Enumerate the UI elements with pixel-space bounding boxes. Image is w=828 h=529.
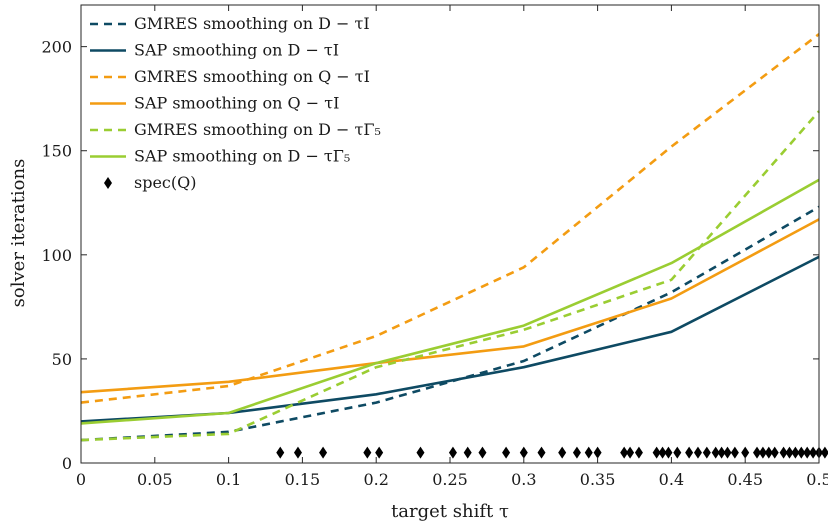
spec-diamond-marker: [626, 446, 635, 459]
spec-diamond-marker: [791, 446, 800, 459]
x-tick-label: 0.3: [511, 470, 536, 489]
spec-diamond-marker: [319, 446, 328, 459]
legend-label: SAP smoothing on D − τΓ₅: [134, 147, 350, 166]
y-tick-label: 150: [41, 142, 72, 161]
spec-diamond-marker: [797, 446, 806, 459]
spec-diamond-marker: [758, 446, 767, 459]
spec-diamond-marker: [375, 446, 384, 459]
x-tick-label: 0.05: [137, 470, 173, 489]
spec-diamond-marker: [502, 446, 511, 459]
legend-label: GMRES smoothing on D − τI: [134, 14, 370, 33]
spec-diamond-marker: [620, 446, 629, 459]
spec-diamond-marker: [593, 446, 602, 459]
spec-diamond-marker: [658, 446, 667, 459]
spec-diamond-marker: [809, 446, 818, 459]
spec-diamond-marker: [730, 446, 739, 459]
spec-diamond-marker: [634, 446, 643, 459]
spec-diamond-marker: [293, 446, 302, 459]
series-line-3: [80, 33, 820, 404]
spec-diamond-marker: [363, 446, 372, 459]
legend-label: spec(Q): [134, 173, 196, 192]
spec-diamond-marker: [558, 446, 567, 459]
series-line-5: [80, 110, 820, 442]
y-tick-label: 50: [52, 350, 72, 369]
x-tick-label: 0.25: [432, 470, 468, 489]
spec-diamond-marker: [693, 446, 702, 459]
spec-diamond-marker: [702, 446, 711, 459]
legend-label: SAP smoothing on Q − τI: [134, 94, 339, 113]
series-line-6: [80, 178, 820, 425]
spec-diamond-marker: [764, 446, 773, 459]
x-tick-label: 0.4: [659, 470, 684, 489]
spec-diamond-marker: [803, 446, 812, 459]
series-line-4: [80, 218, 820, 394]
x-tick-label: 0.1: [216, 470, 241, 489]
spec-diamond-marker: [785, 446, 794, 459]
spec-diamond-marker: [276, 446, 285, 459]
spec-diamond-marker: [572, 446, 581, 459]
spec-diamond-marker: [685, 446, 694, 459]
y-tick-label: 0: [62, 454, 72, 473]
spec-diamond-marker: [741, 446, 750, 459]
legend-label: GMRES smoothing on D − τΓ₅: [134, 120, 381, 139]
spec-diamond-marker: [753, 446, 762, 459]
spec-diamond-marker: [416, 446, 425, 459]
spec-diamond-marker: [584, 446, 593, 459]
legend-swatch-spec: [104, 177, 112, 189]
spec-diamond-marker: [478, 446, 487, 459]
spec-diamond-marker: [519, 446, 528, 459]
y-axis-title: solver iterations: [8, 159, 29, 308]
spec-diamond-marker: [723, 446, 732, 459]
spec-diamond-marker: [537, 446, 546, 459]
x-tick-label: 0.2: [363, 470, 388, 489]
spec-diamond-marker: [664, 446, 673, 459]
spec-diamond-marker: [448, 446, 457, 459]
legend-label: SAP smoothing on D − τI: [134, 41, 339, 60]
x-tick-label: 0.5: [806, 470, 828, 489]
spec-diamond-marker: [770, 446, 779, 459]
spec-diamond-marker: [463, 446, 472, 459]
legend-label: GMRES smoothing on Q − τI: [134, 67, 370, 86]
spec-diamond-marker: [711, 446, 720, 459]
x-tick-label: 0.35: [580, 470, 616, 489]
series-layer: [80, 33, 820, 442]
x-tick-label: 0.45: [727, 470, 763, 489]
legend: GMRES smoothing on D − τI SAP smoothing o…: [90, 14, 381, 192]
spec-diamond-marker: [779, 446, 788, 459]
axes: [80, 4, 820, 464]
x-tick-label: 0.15: [285, 470, 321, 489]
spec-diamond-marker: [820, 446, 828, 459]
spec-diamond-marker: [673, 446, 682, 459]
y-tick-label: 100: [41, 246, 72, 265]
spec-diamond-marker: [717, 446, 726, 459]
tick-labels: 0 0.05 0.1 0.15 0.2 0.25 0.3 0.35 0.4 0.45 0.5 0 50 1…: [41, 38, 828, 489]
spec-diamond-marker: [652, 446, 661, 459]
x-tick-label: 0: [76, 470, 86, 489]
spec-markers: [276, 446, 828, 459]
y-tick-label: 200: [41, 38, 72, 57]
x-axis-title: target shift τ: [391, 501, 509, 522]
